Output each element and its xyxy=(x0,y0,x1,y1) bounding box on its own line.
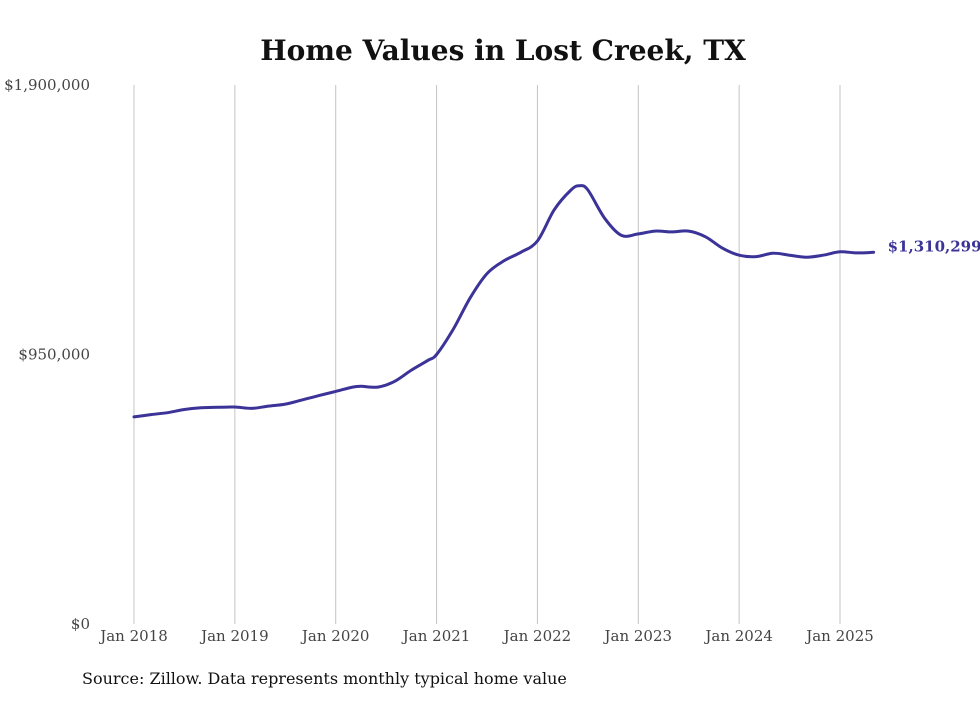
series-layer xyxy=(132,184,876,419)
gridlines xyxy=(133,85,841,624)
x-axis-ticks: Jan 2018 Jan 2019 Jan 2020 Jan 2021 Jan 2022… xyxy=(98,627,874,645)
y-tick-label: $0 xyxy=(71,615,90,633)
x-tick-label: Jan 2025 xyxy=(804,627,874,645)
y-axis-ticks: $0 $950,000 $1,900,000 xyxy=(4,76,90,633)
series-line xyxy=(132,184,876,419)
end-value-label: $1,310,299 xyxy=(888,237,980,255)
x-tick-label: Jan 2019 xyxy=(199,627,269,645)
x-tick-label: Jan 2018 xyxy=(98,627,168,645)
y-tick-label: $950,000 xyxy=(18,346,90,364)
chart-title: Home Values in Lost Creek, TX xyxy=(260,34,746,67)
x-tick-label: Jan 2021 xyxy=(401,627,471,645)
source-note: Source: Zillow. Data represents monthly … xyxy=(82,669,567,688)
x-tick-label: Jan 2024 xyxy=(703,627,773,645)
x-tick-label: Jan 2022 xyxy=(502,627,572,645)
y-tick-label: $1,900,000 xyxy=(4,76,90,94)
x-tick-label: Jan 2023 xyxy=(603,627,673,645)
x-tick-label: Jan 2020 xyxy=(300,627,370,645)
